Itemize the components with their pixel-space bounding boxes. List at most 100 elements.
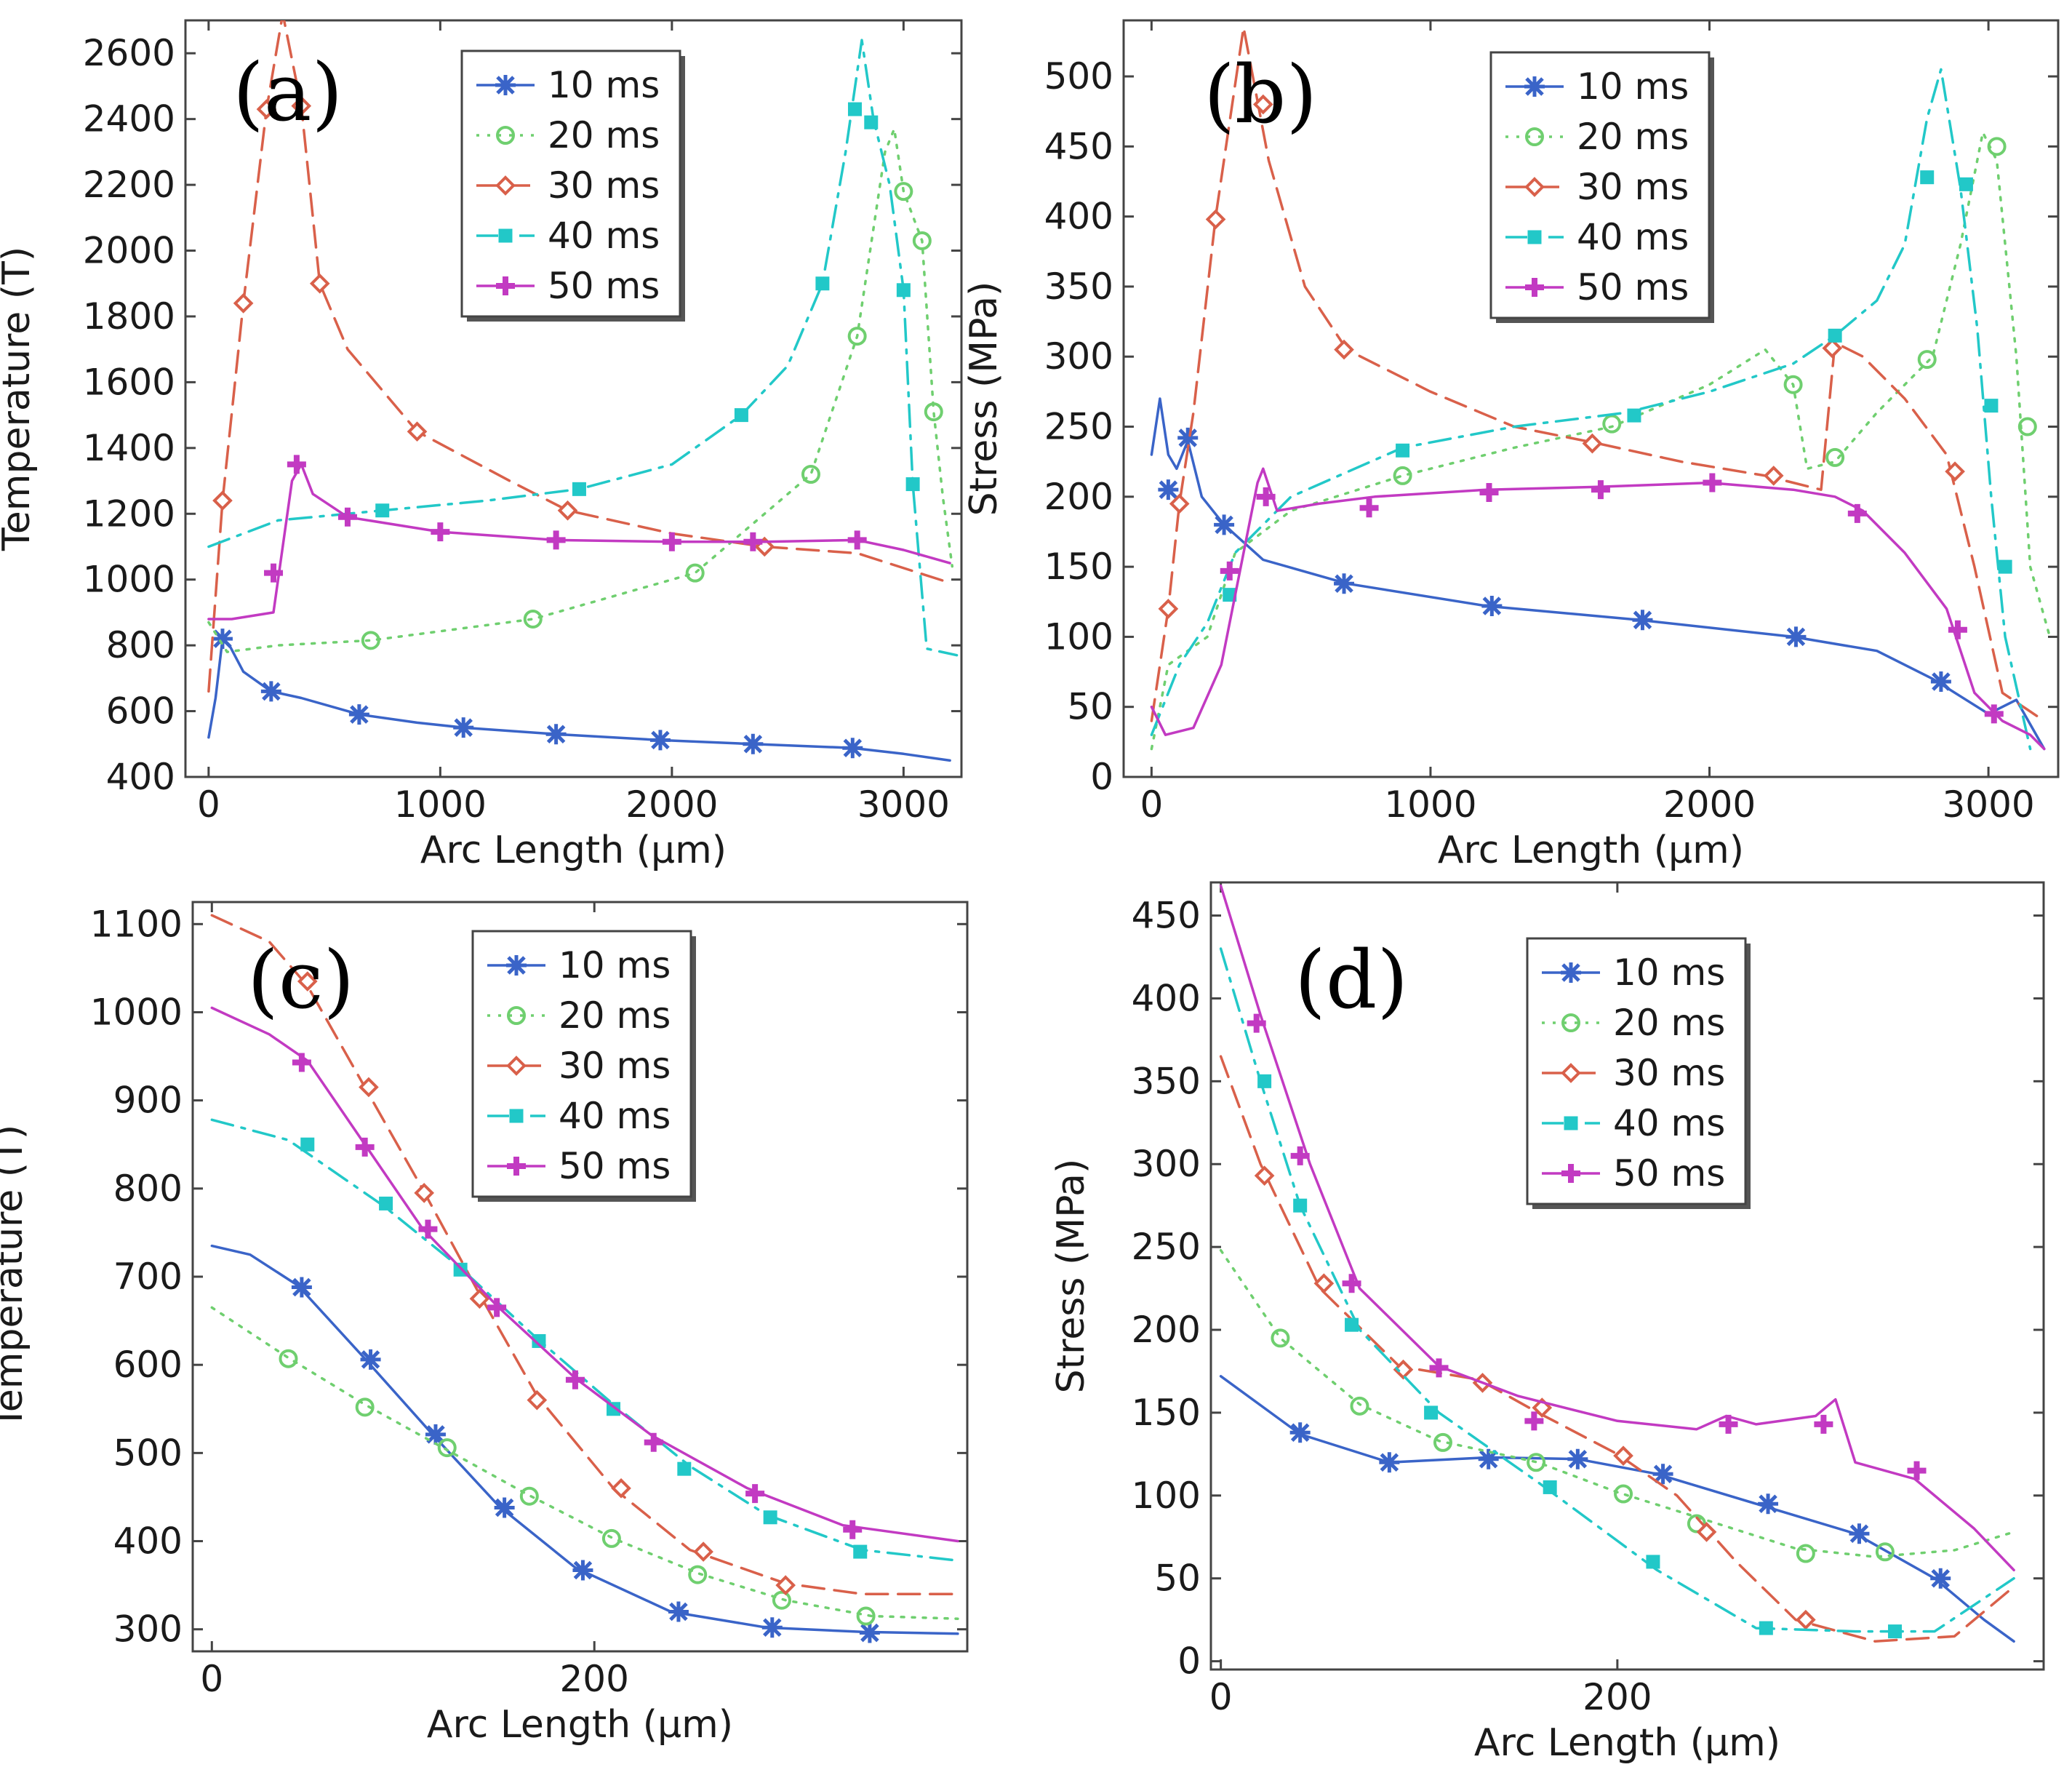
data-point-10ms [1567, 1448, 1588, 1469]
data-point-20ms [1987, 137, 2007, 156]
y-tick-label: 250 [1044, 406, 1113, 448]
data-point-50ms [292, 1053, 311, 1072]
data-point-10ms [761, 1617, 783, 1638]
data-point-50ms [287, 455, 306, 474]
x-axis-label: Arc Length (μm) [1474, 1721, 1780, 1765]
data-point-40ms [379, 1196, 393, 1210]
x-tick-label: 3000 [857, 783, 950, 826]
legend-entry: 30 ms [548, 164, 660, 207]
data-point-50ms [1907, 1461, 1927, 1480]
y-axis-label: Temperature (T) [0, 247, 39, 551]
data-point-20ms [519, 1486, 539, 1506]
y-axis-label: Temperature (T) [0, 1125, 31, 1429]
data-point-30ms [693, 1541, 713, 1562]
y-tick-label: 500 [1044, 55, 1113, 97]
data-point-10ms [360, 1349, 381, 1370]
data-point-20ms [523, 609, 543, 629]
chart-panel-d: 0 200 0 50 100 150 200 250 300 350 400 450 Arc Lengt… [1049, 881, 2045, 1765]
chart-panel-c: 0 200 300 400 500 600 700 800 900 1000 1100 Arc Len… [0, 901, 969, 1747]
data-point-50ms [1948, 620, 1967, 639]
panel-label: (a) [233, 46, 343, 139]
data-point-30ms [407, 421, 428, 442]
legend-marker-10ms [506, 955, 527, 976]
series-line-20ms [1219, 1248, 2015, 1558]
data-point-10ms [453, 717, 474, 738]
y-tick-label: 400 [106, 756, 175, 798]
y-tick-label: 600 [106, 690, 175, 733]
y-axis-label: Stress (MPa) [1049, 1159, 1093, 1394]
data-point-50ms [1290, 1146, 1310, 1165]
data-point-30ms [1796, 1609, 1816, 1630]
data-point-50ms [1719, 1414, 1738, 1434]
series-group [1150, 25, 2052, 751]
series-line-20ms [210, 1306, 959, 1620]
data-point-30ms [1696, 1522, 1717, 1542]
data-point-20ms [1917, 350, 1937, 370]
data-point-10ms [572, 1560, 593, 1581]
data-point-30ms [1205, 209, 1226, 230]
data-point-40ms [1293, 1198, 1308, 1213]
legend-entry: 30 ms [559, 1045, 671, 1087]
data-point-40ms [734, 408, 748, 423]
data-point-30ms [1945, 461, 1965, 482]
data-point-50ms [1814, 1414, 1833, 1434]
legend-entry: 30 ms [1613, 1052, 1725, 1094]
data-point-40ms [1828, 328, 1842, 343]
data-point-30ms [775, 1575, 796, 1595]
data-point-10ms [1652, 1464, 1673, 1485]
y-tick-label: 200 [1044, 476, 1113, 518]
data-point-10ms [1849, 1523, 1870, 1544]
legend-entry: 40 ms [559, 1095, 671, 1137]
data-point-20ms [1271, 1328, 1290, 1348]
data-point-30ms [1393, 1359, 1414, 1380]
data-point-30ms [527, 1389, 548, 1411]
data-point-10ms [1930, 1568, 1951, 1589]
y-tick-label: 100 [1044, 615, 1113, 658]
legend-marker-50ms [1561, 1164, 1580, 1183]
data-point-30ms [256, 99, 277, 119]
series-line-50ms [207, 463, 951, 621]
data-point-40ms [853, 1544, 868, 1559]
y-tick-label: 1600 [83, 361, 175, 403]
data-point-20ms [1350, 1396, 1369, 1416]
data-point-20ms [1614, 1484, 1633, 1504]
y-tick-label: 1000 [83, 559, 175, 601]
data-point-10ms [1214, 514, 1235, 535]
legend-entry: 10 ms [1577, 65, 1689, 108]
data-point-30ms [1334, 339, 1354, 360]
data-point-50ms [1359, 498, 1379, 518]
data-point-30ms [212, 490, 233, 511]
data-point-30ms [1313, 1273, 1335, 1294]
data-point-10ms [1481, 596, 1503, 617]
data-point-20ms [1433, 1432, 1452, 1452]
data-point-30ms [1763, 466, 1784, 486]
legend-marker-40ms [1527, 230, 1542, 244]
data-point-50ms [745, 1484, 765, 1504]
data-point-30ms [309, 273, 330, 294]
data-point-30ms [557, 500, 578, 521]
data-point-40ms [864, 115, 879, 129]
data-point-50ms [843, 1520, 863, 1539]
data-point-50ms [1591, 480, 1610, 500]
data-point-50ms [1703, 473, 1722, 492]
data-point-20ms [1602, 414, 1622, 434]
data-point-40ms [532, 1333, 546, 1348]
legend-entry: 10 ms [559, 944, 671, 986]
data-point-40ms [1920, 170, 1935, 185]
data-point-30ms [469, 1288, 490, 1309]
data-point-40ms [1257, 1074, 1272, 1088]
y-tick-label: 350 [1132, 1060, 1201, 1102]
y-tick-label: 150 [1044, 546, 1113, 588]
data-point-20ms [437, 1438, 457, 1458]
series-line-50ms [1150, 467, 2046, 751]
data-point-10ms [1758, 1493, 1779, 1515]
series-group [1219, 884, 2015, 1643]
data-point-30ms [233, 293, 254, 314]
data-point-20ms [361, 631, 380, 650]
data-point-30ms [1822, 338, 1843, 359]
data-point-50ms [1984, 704, 2004, 724]
data-point-20ms [894, 182, 913, 202]
data-point-30ms [1582, 433, 1603, 454]
data-point-50ms [1342, 1274, 1361, 1293]
